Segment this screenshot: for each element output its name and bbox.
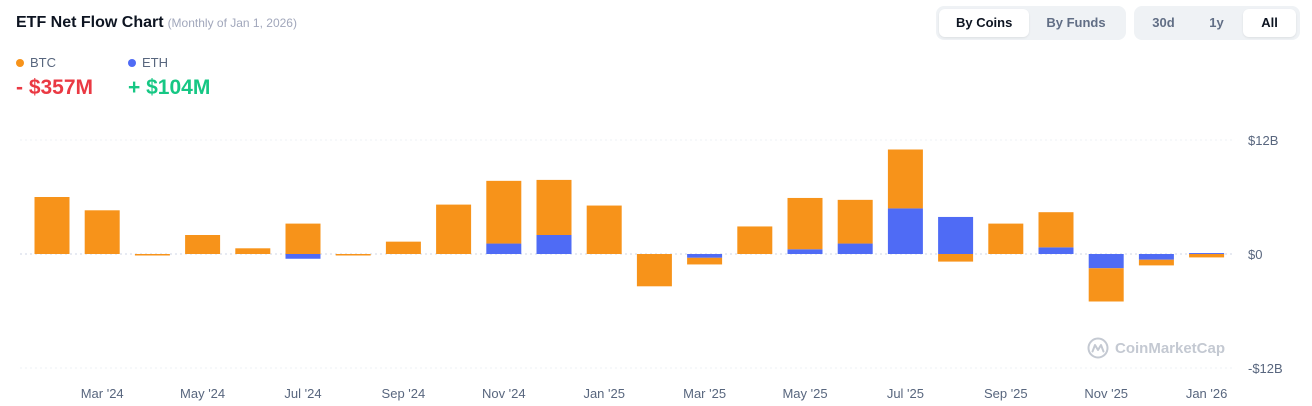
x-tick-label: Nov '25 bbox=[1084, 386, 1128, 401]
btc-bar-may-24 bbox=[185, 235, 221, 254]
x-tick-label: Jan '26 bbox=[1186, 386, 1228, 401]
btc-legend-dot bbox=[16, 58, 24, 67]
eth-bar-jun-25 bbox=[837, 243, 873, 254]
range-30d-button[interactable]: 30d bbox=[1152, 15, 1175, 30]
btc-bar-nov-25 bbox=[1088, 268, 1124, 302]
btc-bar-jun-24 bbox=[235, 248, 271, 254]
x-tick-label: Mar '25 bbox=[683, 386, 726, 401]
eth-bar-jul-25 bbox=[887, 208, 923, 254]
btc-bar-feb-25 bbox=[636, 254, 672, 287]
x-tick-label: Sep '24 bbox=[382, 386, 426, 401]
btc-bar-jan-26 bbox=[1189, 254, 1225, 258]
eth-bar-may-25 bbox=[787, 249, 823, 254]
btc-bar-may-25 bbox=[787, 197, 823, 250]
btc-bar-aug-25 bbox=[938, 254, 974, 262]
coinmarketcap-logo-icon bbox=[1087, 337, 1109, 359]
btc-bar-mar-25 bbox=[687, 257, 723, 265]
btc-bar-apr-24 bbox=[134, 254, 170, 256]
btc-bar-feb-24 bbox=[34, 197, 70, 254]
chart-title: ETF Net Flow Chart (Monthly of Jan 1, 202… bbox=[16, 14, 297, 32]
eth-net-flow-value: + $104M bbox=[128, 76, 211, 99]
btc-bar-jun-25 bbox=[837, 199, 873, 244]
btc-bar-aug-24 bbox=[335, 254, 371, 256]
x-tick-label: Nov '24 bbox=[482, 386, 526, 401]
btc-legend-label: BTC bbox=[30, 55, 56, 70]
btc-bar-jul-25 bbox=[887, 149, 923, 209]
x-tick-label: Jan '25 bbox=[583, 386, 625, 401]
eth-legend-dot bbox=[128, 58, 136, 67]
eth-bar-jul-24 bbox=[285, 254, 321, 259]
x-tick-label: Sep '25 bbox=[984, 386, 1028, 401]
eth-legend-label: ETH bbox=[142, 55, 168, 70]
range-all-button[interactable]: All bbox=[1243, 9, 1296, 37]
btc-bar-oct-25 bbox=[1038, 212, 1074, 248]
eth-bar-dec-24 bbox=[536, 235, 572, 254]
range-toggle: 30d 1y All bbox=[1134, 6, 1300, 40]
x-tick-label: May '24 bbox=[180, 386, 225, 401]
eth-bar-mar-25 bbox=[687, 254, 723, 258]
btc-bar-jul-24 bbox=[285, 223, 321, 254]
btc-bar-oct-24 bbox=[436, 204, 472, 254]
btc-bar-dec-24 bbox=[536, 179, 572, 235]
btc-bar-sep-25 bbox=[988, 223, 1024, 254]
eth-bar-nov-24 bbox=[486, 243, 522, 254]
x-tick-label: Mar '24 bbox=[81, 386, 124, 401]
eth-bar-oct-25 bbox=[1038, 247, 1074, 254]
btc-bar-apr-25 bbox=[737, 226, 773, 254]
btc-bar-dec-25 bbox=[1138, 259, 1174, 266]
y-tick-label: $12B bbox=[1248, 133, 1278, 148]
watermark-text: CoinMarketCap bbox=[1115, 339, 1226, 357]
x-tick-label: Jul '25 bbox=[887, 386, 924, 401]
eth-bar-dec-25 bbox=[1138, 254, 1174, 260]
eth-bar-nov-25 bbox=[1088, 254, 1124, 269]
chart-subtitle: (Monthly of Jan 1, 2026) bbox=[167, 16, 297, 30]
x-tick-label: Jul '24 bbox=[284, 386, 321, 401]
chart-title-text: ETF Net Flow Chart bbox=[16, 14, 164, 31]
x-tick-label: May '25 bbox=[782, 386, 827, 401]
eth-bar-aug-25 bbox=[938, 216, 974, 254]
y-tick-label: $0 bbox=[1248, 247, 1262, 262]
coinmarketcap-watermark: CoinMarketCap bbox=[1087, 337, 1225, 359]
btc-bar-jan-25 bbox=[586, 205, 622, 254]
btc-bar-nov-24 bbox=[486, 180, 522, 244]
eth-bar-jan-26 bbox=[1189, 253, 1225, 255]
btc-bar-mar-24 bbox=[84, 210, 120, 254]
y-tick-label: -$12B bbox=[1248, 361, 1283, 376]
legend-eth[interactable]: ETH bbox=[128, 55, 168, 70]
legend-btc[interactable]: BTC bbox=[16, 55, 56, 70]
btc-net-flow-value: - $357M bbox=[16, 76, 94, 99]
range-1y-button[interactable]: 1y bbox=[1209, 15, 1224, 30]
view-toggle: By Coins By Funds bbox=[936, 6, 1126, 40]
by-funds-button[interactable]: By Funds bbox=[1046, 15, 1106, 30]
btc-bar-sep-24 bbox=[385, 241, 421, 254]
by-coins-button[interactable]: By Coins bbox=[939, 9, 1030, 37]
